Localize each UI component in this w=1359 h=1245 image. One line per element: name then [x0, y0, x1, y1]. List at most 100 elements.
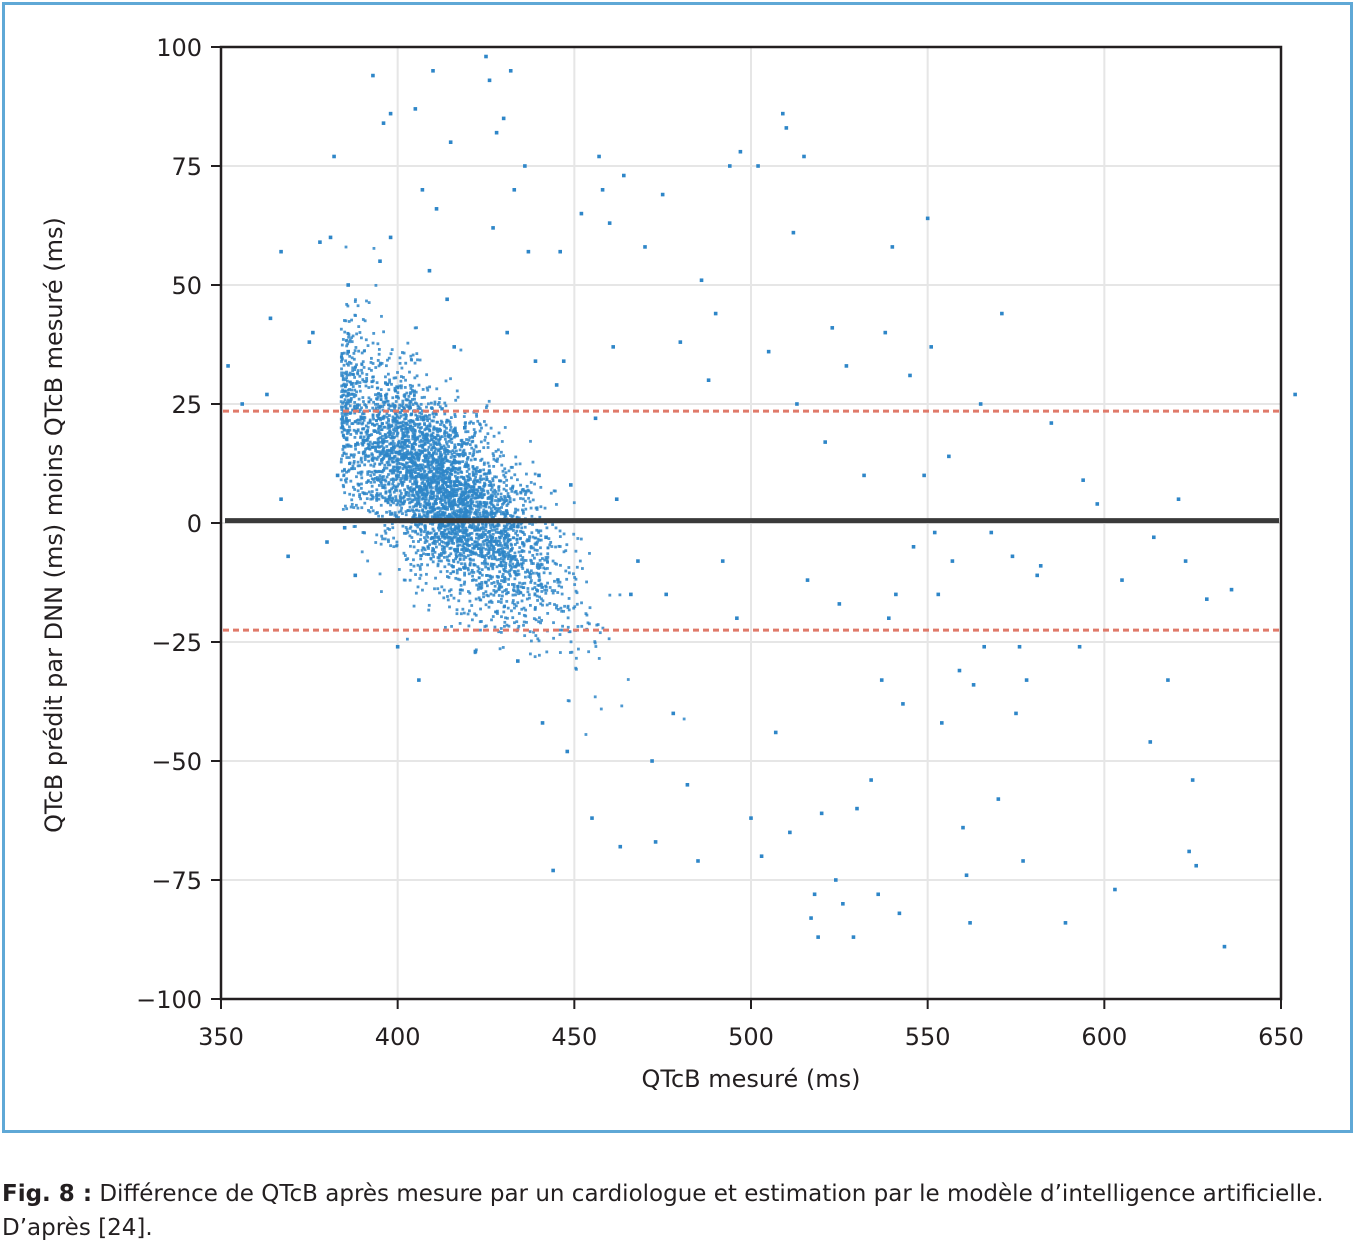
- data-point: [435, 494, 439, 498]
- data-point: [400, 462, 404, 466]
- data-point: [350, 498, 354, 502]
- data-point: [447, 559, 451, 563]
- data-point: [344, 359, 348, 363]
- data-point: [415, 422, 419, 426]
- data-point: [444, 404, 448, 408]
- data-point: [405, 391, 409, 395]
- data-point: [484, 529, 488, 532]
- data-point: [540, 583, 544, 587]
- data-point: [386, 424, 390, 428]
- data-point: [493, 488, 497, 492]
- data-point: [469, 420, 473, 424]
- data-point: [430, 515, 434, 519]
- data-point: [419, 485, 423, 489]
- data-point: [458, 543, 462, 547]
- data-point: [476, 587, 480, 591]
- data-point: [422, 473, 426, 477]
- data-point: [452, 596, 456, 600]
- data-point: [508, 497, 512, 501]
- data-point: [343, 467, 346, 471]
- data-point: [496, 612, 499, 615]
- data-point: [376, 395, 380, 399]
- data-point: [474, 496, 478, 499]
- data-point: [440, 478, 444, 482]
- data-point: [501, 646, 505, 649]
- data-point: [453, 494, 457, 498]
- data-point: [404, 441, 407, 445]
- data-point: [439, 461, 443, 465]
- data-point: [526, 249, 531, 254]
- data-point: [448, 605, 451, 609]
- data-point: [508, 69, 513, 73]
- data-point: [495, 509, 499, 513]
- data-point: [449, 416, 453, 419]
- data-point: [502, 578, 506, 581]
- data-point: [450, 539, 453, 542]
- data-point: [421, 449, 425, 453]
- data-point: [436, 540, 439, 543]
- data-point: [382, 438, 386, 442]
- data-point: [426, 438, 429, 441]
- data-point: [392, 448, 396, 451]
- data-point: [339, 327, 343, 331]
- data-point: [402, 432, 406, 435]
- data-point: [542, 566, 546, 570]
- data-point: [344, 402, 348, 405]
- data-point: [400, 384, 403, 388]
- data-point: [533, 586, 537, 589]
- data-point: [482, 461, 486, 465]
- data-point: [390, 522, 394, 526]
- data-point: [515, 515, 519, 519]
- data-point: [353, 488, 357, 491]
- data-point: [470, 531, 474, 535]
- data-point: [521, 497, 525, 501]
- data-point: [438, 442, 441, 446]
- data-point: [431, 69, 435, 73]
- data-point: [436, 491, 440, 495]
- data-point: [381, 439, 384, 443]
- data-point: [340, 408, 344, 411]
- data-point: [398, 449, 402, 453]
- data-point: [925, 216, 930, 221]
- data-point: [415, 374, 419, 378]
- data-point: [407, 457, 411, 460]
- data-point: [398, 494, 402, 498]
- data-point: [529, 581, 533, 584]
- data-point: [490, 601, 494, 604]
- data-point: [1024, 678, 1029, 682]
- data-point: [388, 111, 393, 116]
- data-point: [371, 459, 375, 463]
- data-point: [484, 603, 488, 607]
- data-point: [471, 500, 475, 504]
- data-point: [461, 607, 465, 611]
- data-point: [386, 431, 390, 435]
- data-point: [479, 550, 482, 553]
- data-point: [559, 606, 563, 610]
- data-point: [375, 533, 379, 537]
- data-point: [426, 512, 430, 516]
- data-point: [447, 522, 451, 526]
- data-point: [375, 441, 379, 445]
- data-point: [379, 428, 383, 432]
- data-point: [572, 501, 576, 505]
- data-point: [486, 544, 490, 548]
- data-point: [437, 510, 440, 514]
- data-point: [454, 532, 458, 536]
- data-point: [524, 570, 527, 574]
- data-point: [490, 499, 494, 503]
- data-point: [379, 492, 382, 496]
- data-point: [614, 497, 619, 501]
- data-point: [420, 522, 424, 526]
- data-point: [462, 448, 466, 452]
- data-point: [522, 503, 525, 507]
- data-point: [519, 591, 523, 595]
- data-point: [539, 505, 543, 509]
- data-point: [381, 405, 385, 408]
- data-point: [408, 509, 412, 513]
- data-point: [406, 530, 410, 534]
- data-point: [464, 497, 468, 501]
- data-point: [643, 245, 647, 249]
- data-point: [421, 463, 425, 467]
- data-point: [573, 583, 577, 586]
- data-point: [487, 505, 491, 509]
